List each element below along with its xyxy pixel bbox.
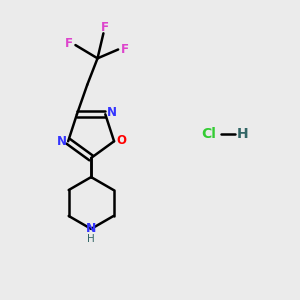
Text: F: F <box>121 43 129 56</box>
Text: N: N <box>57 135 67 148</box>
Text: N: N <box>86 222 96 236</box>
Text: H: H <box>87 234 95 244</box>
Text: F: F <box>101 21 109 34</box>
Text: Cl: Cl <box>202 127 216 141</box>
Text: N: N <box>107 106 117 119</box>
Text: H: H <box>237 127 249 141</box>
Text: F: F <box>65 37 73 50</box>
Text: O: O <box>117 134 127 147</box>
